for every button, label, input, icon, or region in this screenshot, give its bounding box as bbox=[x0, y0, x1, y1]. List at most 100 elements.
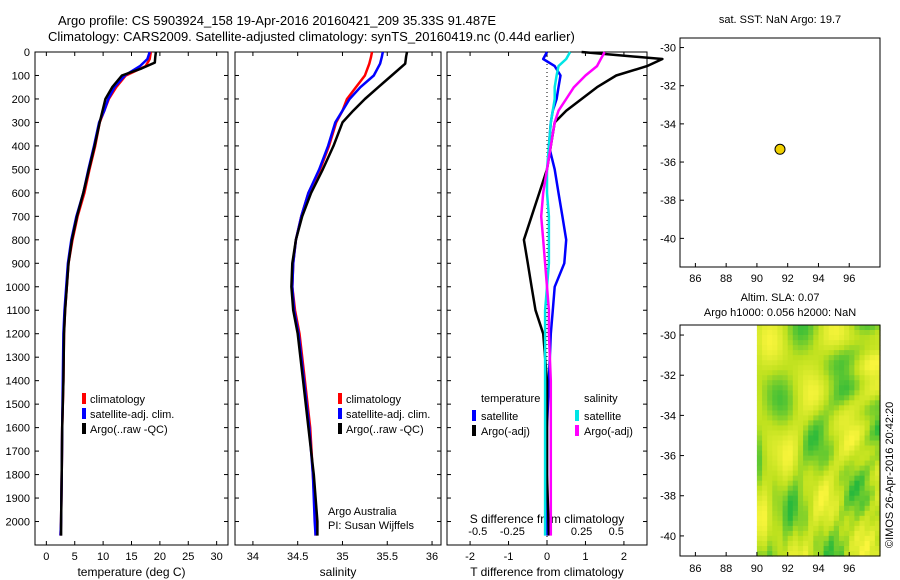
heatmap-cell bbox=[777, 445, 784, 452]
heatmap-cell bbox=[859, 535, 866, 542]
x-tick-label: 34 bbox=[247, 551, 259, 563]
heatmap-cell bbox=[756, 420, 763, 426]
heatmap-cell bbox=[818, 350, 825, 356]
heatmap-cell bbox=[756, 485, 763, 492]
heatmap-cell bbox=[818, 470, 825, 477]
heatmap-cell bbox=[849, 430, 855, 437]
heatmap-cell bbox=[767, 415, 773, 421]
heatmap-cell bbox=[874, 546, 881, 552]
heatmap-cell bbox=[864, 535, 871, 542]
heatmap-cell bbox=[772, 470, 778, 477]
heatmap-cell bbox=[854, 455, 861, 462]
heatmap-cell bbox=[844, 485, 850, 492]
legend-swatch bbox=[82, 393, 86, 404]
heatmap-cell bbox=[787, 355, 794, 361]
heatmap-cell bbox=[813, 355, 819, 361]
heatmap-cell bbox=[828, 375, 835, 381]
heatmap-cell bbox=[869, 435, 876, 442]
heatmap-cell bbox=[874, 385, 881, 391]
heatmap-cell bbox=[839, 385, 845, 391]
heatmap-cell bbox=[864, 405, 871, 411]
heatmap-cell bbox=[844, 430, 850, 437]
heatmap-cell bbox=[839, 485, 845, 492]
heatmap-cell bbox=[818, 345, 825, 351]
heatmap-cell bbox=[828, 325, 835, 331]
heatmap-cell bbox=[782, 520, 789, 527]
heatmap-cell bbox=[859, 485, 866, 492]
y-tick-label: 1800 bbox=[6, 470, 30, 482]
heatmap-cell bbox=[869, 350, 876, 356]
heatmap-cell bbox=[792, 530, 799, 537]
heatmap-cell bbox=[767, 440, 773, 447]
heatmap-cell bbox=[864, 480, 871, 487]
heatmap-cell bbox=[849, 435, 855, 442]
heatmap-cell bbox=[808, 525, 814, 532]
heatmap-cell bbox=[787, 360, 794, 366]
x-tick-label: 86 bbox=[689, 563, 701, 575]
heatmap-cell bbox=[782, 425, 789, 431]
heatmap-cell bbox=[874, 530, 881, 537]
heatmap-cell bbox=[787, 510, 794, 517]
heatmap-cell bbox=[808, 465, 814, 472]
heatmap-cell bbox=[833, 520, 840, 527]
heatmap-cell bbox=[756, 365, 763, 371]
legend-swatch bbox=[82, 408, 86, 419]
heatmap-cell bbox=[787, 440, 794, 447]
heatmap-cell bbox=[844, 515, 850, 522]
heatmap-cell bbox=[756, 430, 763, 437]
x-tick-label: 0 bbox=[43, 551, 49, 563]
heatmap-cell bbox=[864, 490, 871, 497]
heatmap-cell bbox=[813, 365, 819, 371]
heatmap-cell bbox=[833, 375, 840, 381]
heatmap-cell bbox=[803, 500, 809, 507]
heatmap-cell bbox=[849, 425, 855, 431]
x-tick-label: 20 bbox=[154, 551, 166, 563]
heatmap-cell bbox=[772, 410, 778, 416]
heatmap-cell bbox=[849, 340, 855, 346]
heatmap-cell bbox=[874, 375, 881, 381]
heatmap-cell bbox=[854, 485, 861, 492]
heatmap-cell bbox=[818, 380, 825, 386]
heatmap-cell bbox=[823, 530, 830, 537]
heatmap-cell bbox=[777, 355, 784, 361]
heatmap-cell bbox=[844, 335, 850, 341]
heatmap-cell bbox=[762, 380, 768, 386]
heatmap-cell bbox=[777, 490, 784, 497]
heatmap-cell bbox=[859, 375, 866, 381]
heatmap-cell bbox=[839, 480, 845, 487]
heatmap-cell bbox=[844, 525, 850, 532]
heatmap-cell bbox=[828, 395, 835, 401]
heatmap-cell bbox=[772, 455, 778, 462]
heatmap-cell bbox=[869, 325, 876, 331]
heatmap-cell bbox=[864, 450, 871, 457]
heatmap-cell bbox=[813, 375, 819, 381]
heatmap-cell bbox=[849, 546, 855, 552]
heatmap-cell bbox=[869, 405, 876, 411]
heatmap-cell bbox=[844, 415, 850, 421]
heatmap-cell bbox=[772, 340, 778, 346]
heatmap-cell bbox=[844, 455, 850, 462]
heatmap-cell bbox=[849, 500, 855, 507]
heatmap-cell bbox=[756, 465, 763, 472]
heatmap-cell bbox=[818, 425, 825, 431]
heatmap-cell bbox=[833, 350, 840, 356]
heatmap-cell bbox=[859, 525, 866, 532]
heatmap-cell bbox=[782, 340, 789, 346]
heatmap-cell bbox=[854, 480, 861, 487]
heatmap-cell bbox=[762, 475, 768, 482]
heatmap-cell bbox=[849, 495, 855, 502]
heatmap-cell bbox=[839, 440, 845, 447]
heatmap-cell bbox=[849, 360, 855, 366]
heatmap-cell bbox=[818, 490, 825, 497]
heatmap-cell bbox=[787, 400, 794, 406]
heatmap-cell bbox=[782, 335, 789, 341]
heatmap-cell bbox=[803, 430, 809, 437]
heatmap-cell bbox=[803, 470, 809, 477]
heatmap-cell bbox=[792, 495, 799, 502]
heatmap-cell bbox=[874, 410, 881, 416]
heatmap-cell bbox=[864, 525, 871, 532]
heatmap-cell bbox=[828, 485, 835, 492]
heatmap-cell bbox=[874, 445, 881, 452]
heatmap-cell bbox=[782, 551, 789, 557]
heatmap-cell bbox=[772, 420, 778, 426]
